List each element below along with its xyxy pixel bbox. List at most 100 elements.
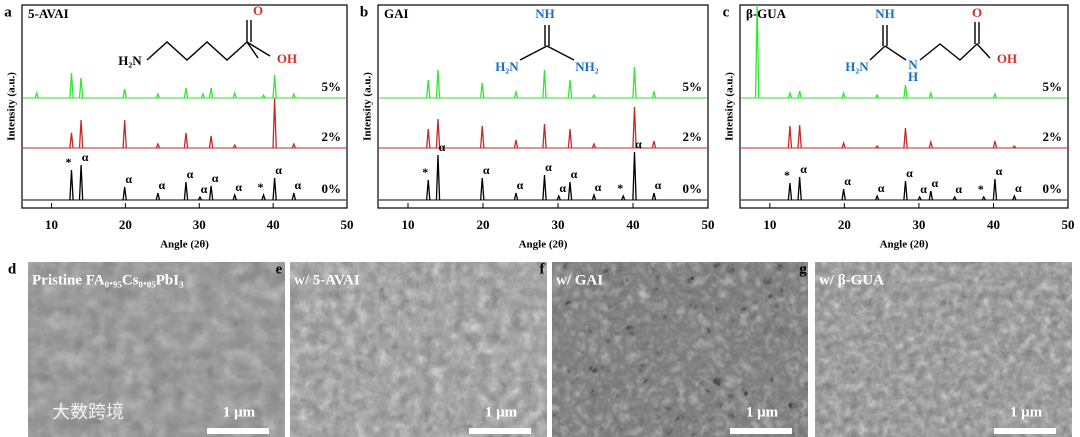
peak	[754, 4, 760, 99]
atom-label: O	[253, 3, 263, 18]
peak	[992, 178, 998, 201]
peak	[797, 124, 802, 149]
peak	[208, 135, 214, 149]
panel-label: g	[799, 261, 807, 277]
scale-bar-label: 1 μm	[485, 404, 518, 420]
x-tick-label: 30	[912, 217, 925, 232]
x-tick-label: 50	[1062, 217, 1075, 232]
panel-label: f	[540, 261, 546, 277]
peak	[208, 87, 214, 99]
sem-texture	[290, 262, 547, 437]
peak	[291, 92, 297, 99]
peak	[69, 132, 74, 149]
panel-label: b	[360, 4, 368, 20]
peak	[232, 90, 237, 99]
peak	[632, 66, 637, 99]
series-label: 0%	[1043, 181, 1063, 196]
x-tick-label: 20	[119, 217, 132, 232]
phase-marker: α	[559, 181, 566, 195]
phase-marker: α	[800, 162, 807, 176]
peak	[542, 69, 547, 99]
peak	[435, 118, 441, 149]
panel-title: β-GUA	[746, 6, 787, 21]
peak	[183, 132, 189, 149]
molecule-bonds	[146, 20, 271, 61]
phase-marker: *	[422, 165, 428, 179]
plot-frame	[21, 4, 348, 209]
peak	[928, 139, 934, 149]
phase-marker: α	[212, 171, 219, 185]
x-axis-label: Angle (2θ)	[160, 239, 209, 251]
peak	[875, 144, 880, 149]
series-label: 0%	[683, 181, 703, 196]
x-tick-label: 10	[763, 217, 776, 232]
x-tick-label: 50	[702, 217, 715, 232]
phase-marker: *	[258, 180, 264, 194]
peak	[651, 140, 657, 149]
plot-frame	[739, 4, 1069, 209]
panel-label: d	[8, 261, 17, 277]
molecule-bonds	[519, 25, 575, 61]
peak	[513, 192, 519, 201]
peak	[69, 72, 74, 99]
phase-marker: α	[844, 174, 851, 188]
panel-label: c	[723, 4, 730, 20]
image-caption: w/ 5-AVAI	[294, 272, 360, 288]
peak	[122, 88, 127, 99]
sem-texture	[552, 262, 808, 437]
x-tick-label: 30	[193, 217, 206, 232]
peak	[928, 90, 934, 99]
peak	[928, 190, 934, 201]
phase-marker: *	[617, 181, 623, 195]
peak	[122, 186, 127, 201]
scale-bar	[994, 428, 1056, 434]
image-caption: w/ GAI	[556, 272, 603, 288]
peak	[513, 139, 519, 149]
peak	[426, 179, 431, 201]
peak	[632, 106, 637, 149]
peak	[903, 180, 908, 201]
atom-label: N	[908, 57, 918, 72]
peak	[903, 84, 908, 99]
peak	[197, 195, 203, 201]
image-caption: Pristine FA₀.₉₅Cs₀.₀₅PbI₃	[32, 272, 184, 288]
peak	[34, 90, 39, 99]
y-axis-label: Intensity (a.u.)	[362, 72, 374, 141]
peak	[1012, 194, 1017, 201]
y-axis-label: Intensity (a.u.)	[724, 72, 736, 141]
peak	[787, 125, 793, 149]
phase-marker: α	[920, 182, 927, 196]
peak	[155, 192, 161, 201]
scale-bar-label: 1 μm	[746, 404, 779, 420]
phase-marker: α	[635, 137, 642, 151]
sem-texture	[815, 262, 1072, 437]
peak	[992, 92, 998, 99]
series-label: 2%	[322, 129, 342, 144]
atom-label: H₂N	[118, 53, 142, 68]
peak	[435, 154, 441, 201]
scale-bar	[469, 428, 531, 434]
peak	[992, 140, 998, 149]
peak	[567, 128, 573, 149]
peak	[291, 142, 297, 149]
atom-label: OH	[277, 51, 297, 66]
peak	[200, 92, 206, 99]
peak	[261, 93, 266, 99]
peak	[78, 77, 84, 99]
peak	[952, 195, 957, 201]
peak	[261, 192, 266, 201]
peak	[272, 97, 277, 149]
peak	[797, 90, 802, 99]
phase-marker: α	[878, 181, 885, 195]
phase-marker: α	[655, 178, 662, 192]
panel-label: e	[276, 261, 283, 277]
peak	[183, 87, 189, 99]
phase-marker: α	[906, 166, 913, 180]
peak	[78, 164, 84, 201]
peak	[632, 151, 637, 201]
peak	[651, 192, 657, 201]
peak	[797, 176, 802, 201]
peak	[426, 79, 431, 99]
scale-bar	[207, 428, 269, 434]
x-tick-label: 40	[267, 217, 280, 232]
